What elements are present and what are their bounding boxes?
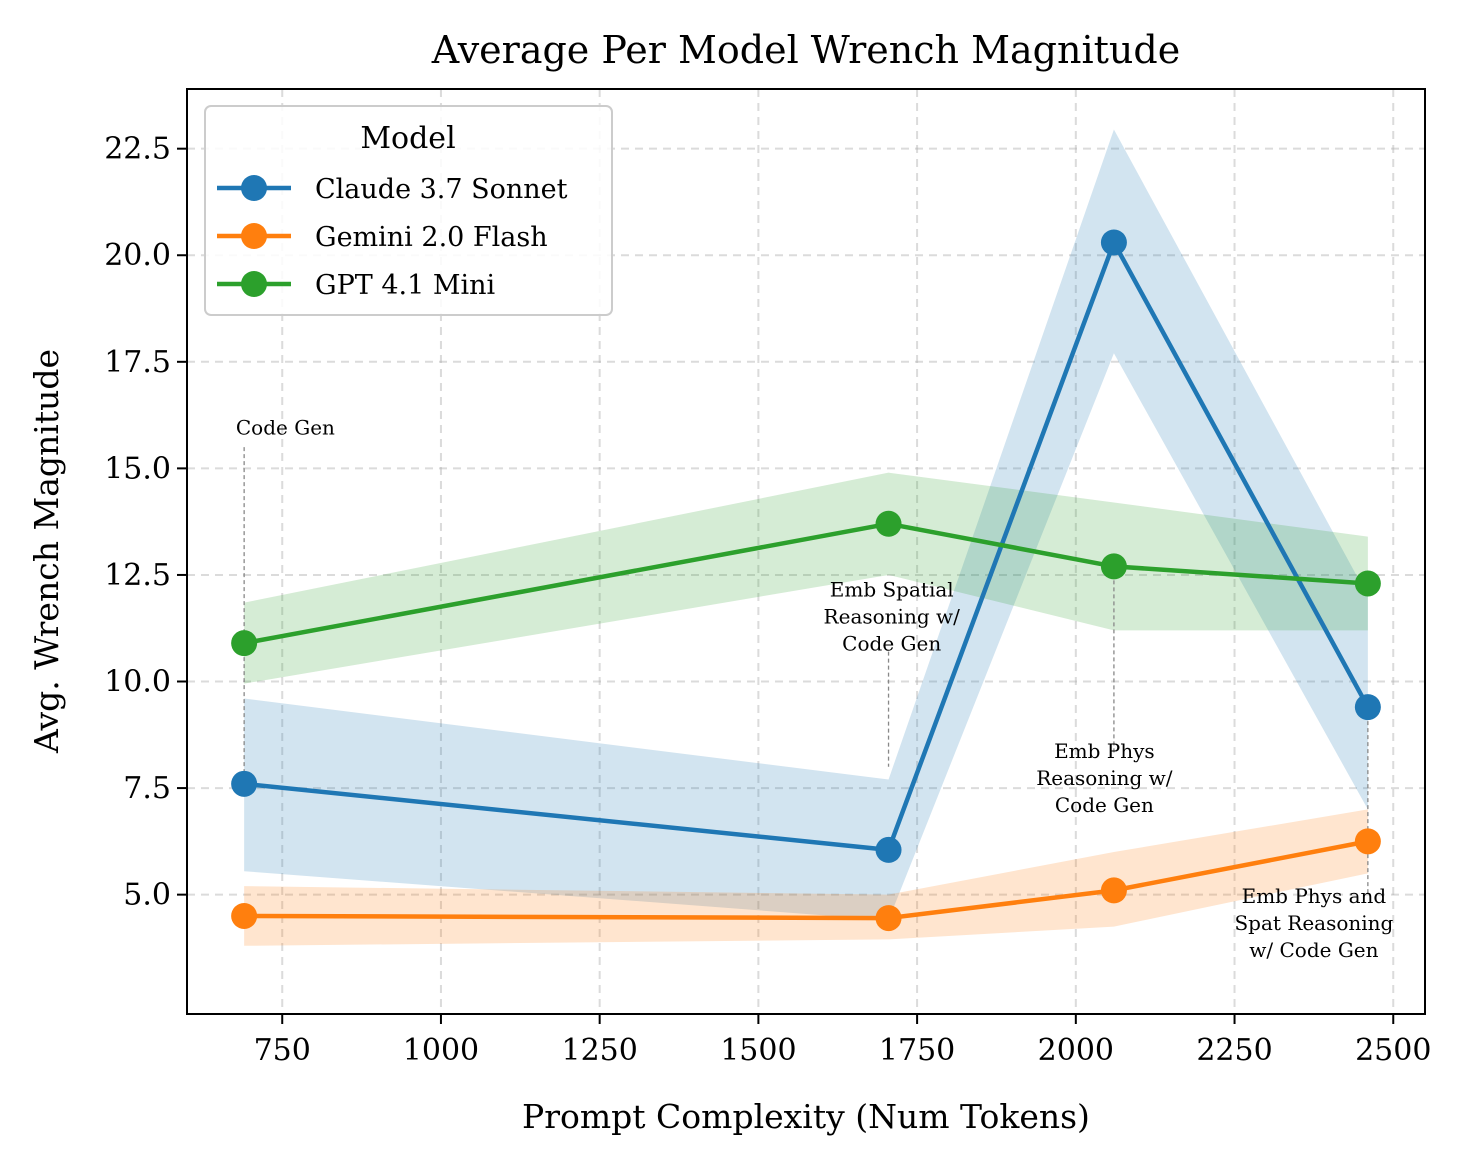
plot-frame [186,88,1426,1015]
y-axis-label: Avg. Wrench Magnitude [27,349,66,754]
gemini-2-0-flash-point [875,905,902,932]
legend-marker [241,175,267,201]
x-tick-label: 1500 [720,1033,796,1068]
annotation-text: Emb Phys and [1242,884,1387,908]
annotation-text: Reasoning w/ [824,604,961,628]
x-axis-label: Prompt Complexity (Num Tokens) [522,1097,1090,1136]
x-tick-label: 2500 [1355,1033,1431,1068]
gemini-2-0-flash-band [244,809,1368,946]
legend-label: GPT 4.1 Mini [315,270,496,301]
annotation-text: Emb Spatial [830,577,954,601]
gemini-2-0-flash-point [1354,828,1381,855]
gpt-4-1-mini-line [243,521,1369,646]
y-axis: 5.0 7.5 10.0 12.5 15.0 17.5 20.0 22.5 [104,132,187,913]
x-tick-label: 750 [254,1033,311,1068]
x-tick-label: 2000 [1038,1033,1114,1068]
gpt-4-1-mini-point [1354,570,1381,597]
x-axis: 750 1000 1250 1500 1750 2000 2250 2500 [254,1014,1431,1068]
claude-3-7-sonnet-point [875,836,902,863]
y-tick-label: 7.5 [123,771,171,806]
x-tick-label: 2250 [1196,1033,1272,1068]
gpt-4-1-mini-point [1100,553,1127,580]
y-tick-label: 10.0 [104,665,171,700]
annotation-text: Reasoning w/ [1036,766,1173,790]
legend-items: Claude 3.7 Sonnet Gemini 2.0 Flash GPT 4.1… [217,174,568,301]
y-tick-label: 5.0 [123,878,171,913]
claude-3-7-sonnet-point [1100,229,1127,256]
gemini-2-0-flash-point [231,902,258,929]
annotation-text: Spat Reasoning [1234,911,1393,935]
annotation-text: Code Gen [842,631,941,655]
annotation-text: Code Gen [1055,793,1154,817]
claude-3-7-sonnet-point [231,770,258,797]
series-lines [243,240,1370,921]
confidence-bands [244,129,1368,946]
y-tick-label: 20.0 [104,238,171,273]
y-tick-label: 17.5 [104,345,171,380]
claude-3-7-sonnet-band [244,129,1368,921]
gemini-2-0-flash-line [244,839,1369,921]
legend-title: Model [360,121,455,156]
legend-label: Claude 3.7 Sonnet [315,174,568,205]
claude-3-7-sonnet-point [1354,694,1381,721]
gpt-4-1-mini-point [231,630,258,657]
gpt-4-1-mini-band [244,472,1368,684]
legend-label: Gemini 2.0 Flash [315,222,548,253]
legend-marker [241,271,267,297]
x-tick-label: 1000 [403,1033,479,1068]
series-markers [231,229,1381,932]
y-tick-label: 12.5 [104,558,171,593]
annotations: Code Gen Emb Spatial Reasoning w/Code Gen E… [236,415,1394,962]
x-tick-label: 1750 [879,1033,955,1068]
legend: Model Claude 3.7 Sonnet Gemini 2.0 Flash G… [204,105,613,316]
gpt-4-1-mini-point [875,510,902,537]
annotation-text: Code Gen [236,415,335,439]
annotation-text: w/ Code Gen [1249,938,1378,962]
chart-title: Average Per Model Wrench Magnitude [431,28,1180,72]
annotation-text: Emb Phys [1054,739,1155,763]
legend-marker [241,223,267,249]
legend-box [204,105,613,316]
gemini-2-0-flash-point [1100,877,1127,904]
x-tick-label: 1250 [561,1033,637,1068]
y-tick-label: 15.0 [104,451,171,486]
y-tick-label: 22.5 [104,132,171,167]
